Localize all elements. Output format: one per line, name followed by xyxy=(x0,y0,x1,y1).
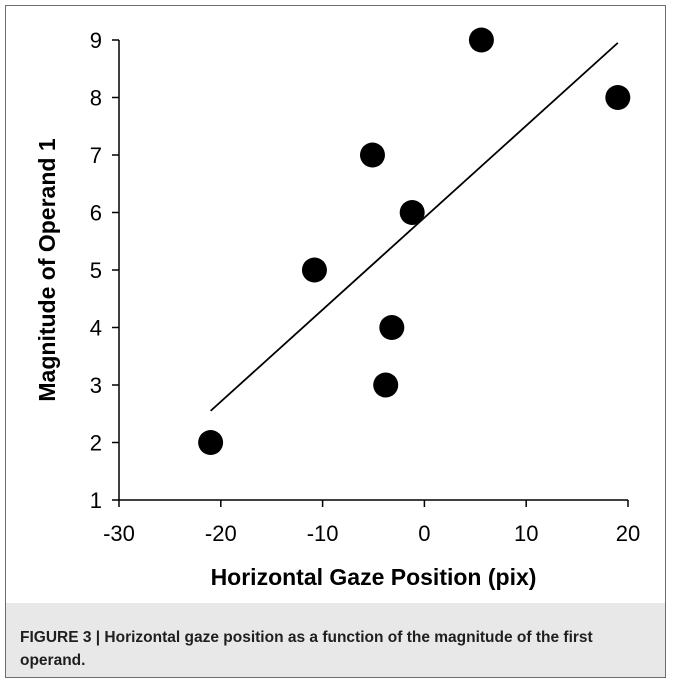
x-tick-label: -30 xyxy=(103,521,135,546)
y-tick-label: 7 xyxy=(90,143,102,168)
data-point xyxy=(605,85,631,110)
trendline xyxy=(210,42,619,412)
y-tick-label: 4 xyxy=(90,316,102,341)
x-tick-label: -20 xyxy=(205,521,237,546)
points-group xyxy=(198,27,631,455)
y-tick-label: 1 xyxy=(90,488,102,513)
x-tick-label: -10 xyxy=(307,521,339,546)
data-point xyxy=(379,315,405,340)
y-tick-label: 8 xyxy=(90,86,102,111)
x-tick-label: 0 xyxy=(418,521,430,546)
caption-box xyxy=(5,603,666,678)
data-point xyxy=(373,372,399,398)
x-tick-label: 10 xyxy=(514,521,538,546)
x-tick-label: 20 xyxy=(616,521,640,546)
figure-caption: FIGURE 3 | Horizontal gaze position as a… xyxy=(20,629,593,669)
data-point xyxy=(301,257,327,283)
data-point xyxy=(198,430,224,455)
x-axis-title: Horizontal Gaze Position (pix) xyxy=(211,564,537,590)
scatter-chart: 1 2 3 4 5 6 7 8 9 -30 -20 -10 0 10 20 Horizontal Gaze … xyxy=(34,27,640,590)
data-point xyxy=(399,200,425,225)
y-axis-title: Magnitude of Operand 1 xyxy=(34,138,60,401)
figure-frame xyxy=(5,5,666,678)
y-tick-label: 5 xyxy=(90,258,102,283)
y-tick-label: 9 xyxy=(90,28,102,53)
data-point xyxy=(359,142,385,168)
trendline-group xyxy=(210,42,619,412)
y-tick-label: 3 xyxy=(90,373,102,398)
y-tick-label: 6 xyxy=(90,201,102,226)
data-point xyxy=(468,27,494,53)
axes: 1 2 3 4 5 6 7 8 9 -30 -20 -10 0 10 20 xyxy=(90,28,640,546)
y-tick-label: 2 xyxy=(90,431,102,456)
